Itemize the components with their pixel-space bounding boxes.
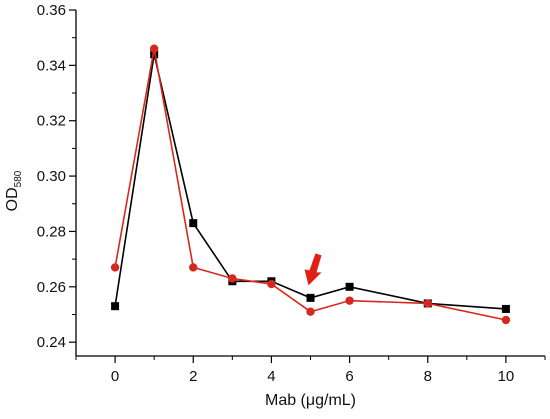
data-point-circle [110, 263, 120, 272]
y-tick-label: 0.36 [37, 2, 66, 19]
y-axis-label-main: OD [4, 187, 21, 211]
x-tick-label: 0 [111, 368, 119, 385]
data-point-circle [267, 279, 276, 289]
data-point-circle [189, 263, 198, 272]
y-tick-label: 0.32 [37, 113, 66, 130]
data-point-circle [345, 296, 354, 305]
annotation-arrow [304, 253, 322, 286]
data-point-square [345, 282, 354, 291]
x-tick-label: 2 [189, 368, 197, 385]
data-point-square [501, 304, 510, 313]
data-point-circle [501, 315, 511, 325]
y-tick-label: 0.24 [37, 334, 66, 351]
x-axis-label: Mab (μg/mL) [265, 392, 356, 409]
y-tick-label: 0.34 [37, 57, 66, 74]
data-point-square [111, 302, 120, 311]
series-2 [110, 44, 511, 325]
y-axis-label: OD580 [4, 170, 24, 211]
data-point-circle [149, 44, 159, 53]
data-point-circle [228, 274, 237, 283]
data-point-circle [423, 299, 432, 308]
y-axis-label-subscript: 580 [13, 170, 24, 187]
x-tick-label: 10 [498, 368, 515, 385]
annotations [304, 253, 322, 286]
y-tick-label: 0.30 [37, 168, 66, 185]
data-point-square [306, 293, 315, 302]
x-tick-label: 6 [345, 368, 353, 385]
arrow-shape [304, 253, 322, 286]
data-point-circle [306, 307, 315, 316]
y-tick-label: 0.26 [37, 279, 66, 296]
x-tick-label: 4 [267, 368, 275, 385]
x-tick-label: 8 [424, 368, 432, 385]
axes: 0 2 4 6 8 10 0.24 0.26 0.28 0.30 0.32 0.34 0.36 [37, 2, 546, 385]
data-point-square [150, 50, 159, 59]
y-tick-label: 0.28 [37, 223, 66, 240]
data-point-square [189, 219, 198, 228]
series-group [110, 44, 511, 325]
